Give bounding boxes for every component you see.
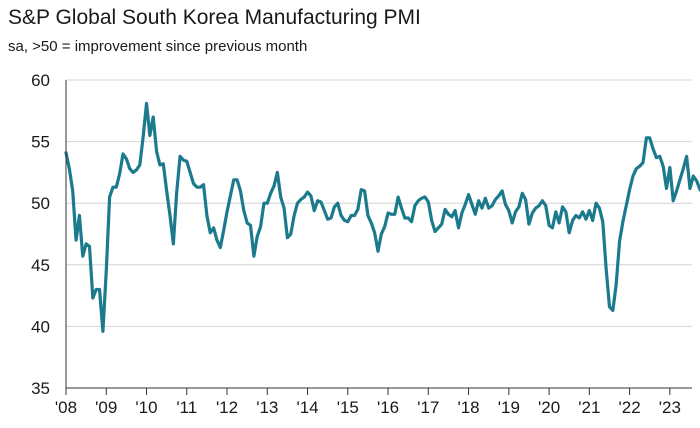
xtick-label-11: '19 xyxy=(498,398,520,417)
xtick-label-1: '09 xyxy=(95,398,117,417)
xtick-label-13: '21 xyxy=(578,398,600,417)
chart-title: S&P Global South Korea Manufacturing PMI xyxy=(8,6,421,29)
xtick-label-8: '16 xyxy=(377,398,399,417)
xtick-label-6: '14 xyxy=(296,398,318,417)
series-line-0 xyxy=(64,101,700,333)
xtick-label-12: '20 xyxy=(538,398,560,417)
xtick-label-15: '23 xyxy=(659,398,681,417)
xtick-label-2: '10 xyxy=(135,398,157,417)
ytick-label-45: 45 xyxy=(31,256,50,275)
ytick-label-35: 35 xyxy=(31,379,50,398)
xtick-label-3: '11 xyxy=(176,398,197,417)
ytick-label-60: 60 xyxy=(31,71,50,90)
xtick-label-9: '17 xyxy=(417,398,439,417)
xtick-label-4: '12 xyxy=(216,398,238,417)
xtick-label-7: '15 xyxy=(337,398,359,417)
xtick-label-10: '18 xyxy=(457,398,479,417)
chart-subtitle: sa, >50 = improvement since previous mon… xyxy=(8,38,308,55)
ytick-label-40: 40 xyxy=(31,317,50,336)
ytick-label-55: 55 xyxy=(31,133,50,152)
ytick-label-50: 50 xyxy=(31,194,50,213)
xtick-label-14: '22 xyxy=(619,398,641,417)
xtick-label-0: '08 xyxy=(55,398,77,417)
xtick-label-5: '13 xyxy=(256,398,278,417)
